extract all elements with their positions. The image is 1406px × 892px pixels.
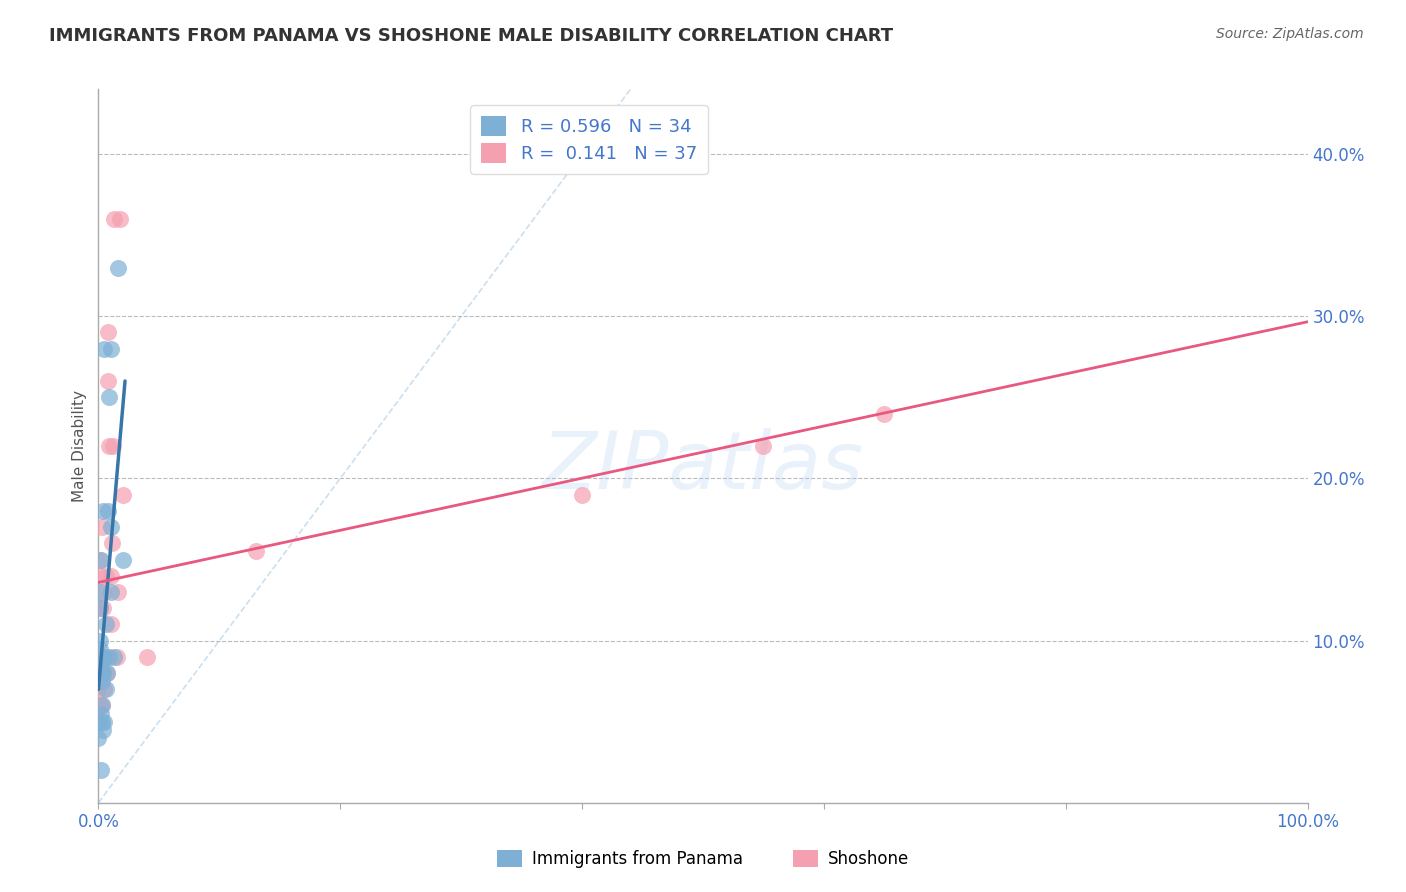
Point [91,666,114,681]
Point [87,714,110,729]
Point [91,520,114,534]
Point [96,666,118,681]
Point [93,342,115,356]
Point [100,585,122,599]
Point [245,544,267,558]
Point [97,504,120,518]
Point [94,682,117,697]
Point [90,552,112,566]
Point [87,682,110,697]
Point [89,698,111,713]
Point [90,714,112,729]
Point [90,657,112,672]
Point [98,390,121,404]
Point [91,601,114,615]
Point [101,439,124,453]
Point [100,536,122,550]
Point [91,649,114,664]
Point [91,674,114,689]
Point [91,714,114,729]
Point [89,585,111,599]
Point [103,649,125,664]
Point [100,568,122,582]
Point [90,568,112,582]
Point [105,649,128,664]
Text: ZIPatlas: ZIPatlas [541,428,865,507]
Point [135,649,157,664]
Point [108,211,131,226]
Point [100,342,122,356]
Point [91,666,114,681]
Point [100,617,122,632]
Point [93,585,115,599]
Point [94,649,117,664]
Point [89,552,111,566]
Point [91,504,114,518]
Point [93,682,115,697]
Point [100,520,122,534]
Point [89,633,111,648]
Point [96,666,118,681]
Point [97,326,120,340]
Point [107,260,129,275]
Y-axis label: Male Disability: Male Disability [72,390,87,502]
Text: Source: ZipAtlas.com: Source: ZipAtlas.com [1216,27,1364,41]
Point [111,488,134,502]
Point [98,439,121,453]
Point [98,649,121,664]
Point [89,666,111,681]
Point [90,764,112,778]
Point [752,439,775,453]
Point [103,211,125,226]
Legend: R = 0.596   N = 34, R =  0.141   N = 37: R = 0.596 N = 34, R = 0.141 N = 37 [470,105,707,174]
Legend: Immigrants from Panama, Shoshone: Immigrants from Panama, Shoshone [491,843,915,875]
Point [87,714,110,729]
Point [90,666,112,681]
Point [89,601,111,615]
Point [89,666,111,681]
Point [571,488,593,502]
Point [91,649,114,664]
Point [91,666,114,681]
Point [91,698,114,713]
Point [107,585,129,599]
Point [93,649,115,664]
Point [873,407,896,421]
Point [87,649,110,664]
Point [89,601,111,615]
Point [90,706,112,721]
Point [94,617,117,632]
Point [111,552,134,566]
Point [89,641,111,656]
Point [97,374,120,388]
Point [91,723,114,737]
Point [87,731,110,745]
Text: IMMIGRANTS FROM PANAMA VS SHOSHONE MALE DISABILITY CORRELATION CHART: IMMIGRANTS FROM PANAMA VS SHOSHONE MALE … [49,27,893,45]
Point [94,568,117,582]
Point [91,698,114,713]
Point [93,714,115,729]
